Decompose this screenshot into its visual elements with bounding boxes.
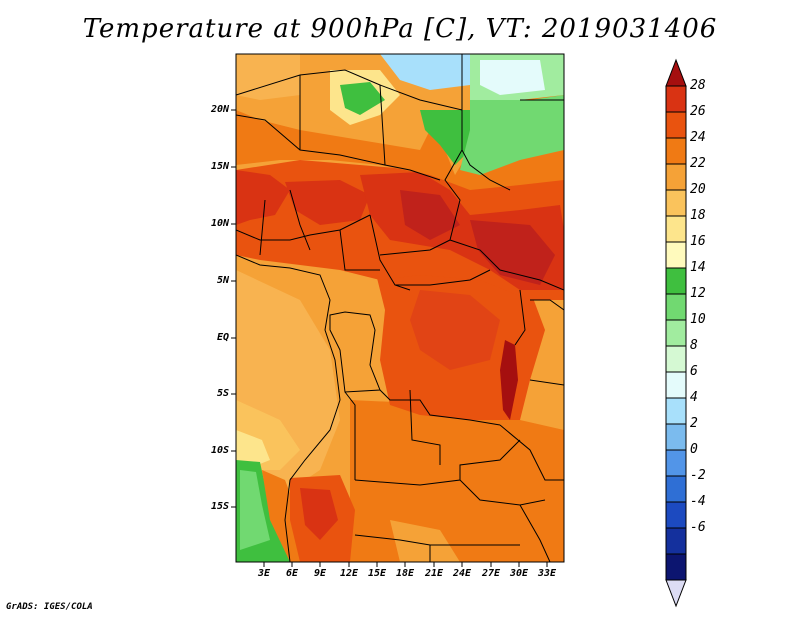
colorbar-segment [665, 215, 687, 243]
colorbar-label: 26 [690, 104, 706, 119]
colorbar-segment [665, 85, 687, 113]
colorbar-segment [665, 423, 687, 451]
colorbar-arrow-top [665, 58, 687, 87]
credit-text: GrADS: IGES/COLA [6, 602, 93, 612]
lon-label: 21E [424, 568, 444, 579]
colorbar-label: 22 [690, 156, 706, 171]
lon-label: 12E [339, 568, 359, 579]
temperature-field [236, 54, 564, 562]
lat-label: 15N [210, 161, 229, 172]
field-south-22 [390, 520, 460, 562]
colorbar-segment [665, 553, 687, 581]
colorbar-label: 16 [690, 234, 706, 249]
field-ne-14 [340, 82, 385, 115]
colorbar-segment [665, 111, 687, 139]
colorbar-label: 10 [690, 312, 706, 327]
field-congo-core [410, 290, 500, 370]
colorbar-label: -6 [690, 520, 706, 535]
coastline [236, 254, 341, 562]
field-coast-18 [236, 430, 270, 468]
lat-label: 5N [216, 275, 229, 286]
lon-label: 33E [537, 568, 557, 579]
colorbar-label: -4 [690, 494, 706, 509]
lat-label: 5S [216, 388, 229, 399]
field-west-28 [236, 170, 290, 225]
red-sea-coast [461, 149, 511, 191]
country-borders [236, 54, 564, 562]
axis-ticks [231, 109, 548, 567]
colorbar-label: 28 [690, 78, 706, 93]
field-south-24 [350, 400, 564, 562]
colorbar-segment [665, 189, 687, 217]
colorbar-segment [665, 501, 687, 529]
colorbar-segment [665, 319, 687, 347]
lon-label: 15E [367, 568, 387, 579]
colorbar-segment [665, 527, 687, 555]
lat-label: 10S [210, 445, 229, 456]
colorbar-label: 4 [690, 390, 698, 405]
colorbar-segment [665, 267, 687, 295]
colorbar-segment [665, 397, 687, 425]
field-rift-lake [500, 340, 518, 420]
colorbar-label: 8 [690, 338, 698, 353]
colorbar-label: 24 [690, 130, 706, 145]
map-frame [235, 53, 565, 563]
colorbar-segment [665, 163, 687, 191]
colorbar-segment [665, 449, 687, 477]
colorbar-label: 20 [690, 182, 706, 197]
colorbar [665, 58, 687, 608]
field-nigeria-28 [285, 180, 370, 225]
colorbar-segment [665, 137, 687, 165]
field-hot-core-a [400, 190, 460, 240]
colorbar-segment [665, 371, 687, 399]
colorbar-label: 12 [690, 286, 706, 301]
field-red-sea-12 [460, 95, 564, 175]
field-nw-20 [236, 54, 300, 100]
colorbar-label: 6 [690, 364, 698, 379]
lon-label: 18E [395, 568, 415, 579]
field-sw-28 [300, 488, 338, 540]
colorbar-segment [665, 345, 687, 373]
field-sw-12 [240, 470, 270, 550]
colorbar-label: 0 [690, 442, 698, 457]
colorbar-label: 2 [690, 416, 698, 431]
lat-label: EQ [216, 332, 229, 343]
lon-label: 27E [481, 568, 501, 579]
colorbar-segment [665, 475, 687, 503]
field-med-8 [380, 54, 470, 90]
lat-label: 20N [210, 104, 229, 115]
colorbar-arrow-bottom [665, 579, 687, 608]
colorbar-label: 14 [690, 260, 706, 275]
colorbar-label: -2 [690, 468, 706, 483]
lon-label: 24E [452, 568, 472, 579]
map-title: Temperature at 900hPa [C], VT: 201903140… [82, 14, 718, 44]
lat-label: 15S [210, 501, 229, 512]
colorbar-label: 18 [690, 208, 706, 223]
lon-label: 3E [257, 568, 271, 579]
lon-label: 6E [285, 568, 299, 579]
lon-label: 30E [509, 568, 529, 579]
field-egypt-14 [420, 110, 470, 165]
colorbar-segment [665, 241, 687, 269]
lat-label: 10N [210, 218, 229, 229]
lon-label: 9E [313, 568, 327, 579]
colorbar-segment [665, 293, 687, 321]
field-ne-9 [480, 60, 545, 95]
field-hot-core-b [470, 220, 555, 285]
